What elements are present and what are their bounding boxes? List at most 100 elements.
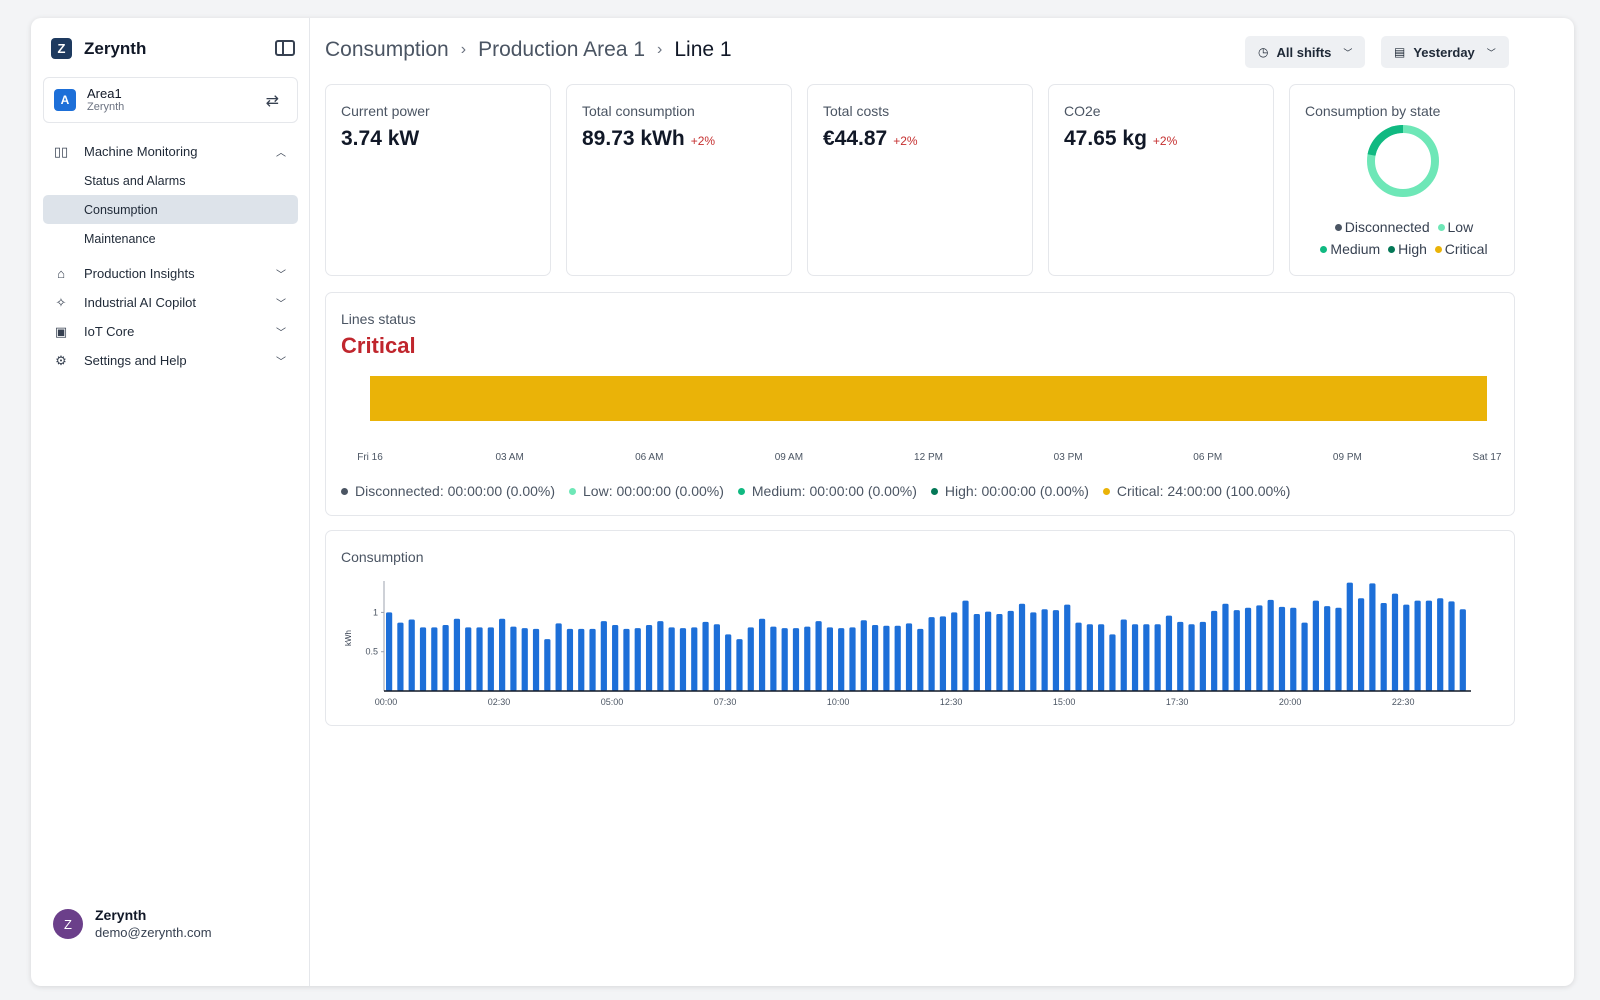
sidebar-item-settings-help[interactable]: ⚙ Settings and Help ﹀: [43, 346, 298, 375]
consumption-bar[interactable]: [928, 617, 935, 691]
consumption-bar[interactable]: [386, 612, 393, 691]
consumption-bar[interactable]: [1414, 600, 1421, 691]
consumption-bar[interactable]: [985, 611, 992, 691]
sidebar-item-status-alarms[interactable]: Status and Alarms: [43, 166, 298, 195]
consumption-bar[interactable]: [758, 618, 766, 691]
sidebar-item-machine-monitoring[interactable]: ▯▯ Machine Monitoring ︿: [43, 137, 298, 166]
consumption-bar[interactable]: [612, 625, 619, 691]
consumption-bar[interactable]: [781, 628, 788, 691]
sidebar-toggle-icon[interactable]: [275, 40, 295, 56]
consumption-bar[interactable]: [747, 627, 754, 691]
consumption-bar[interactable]: [1222, 603, 1229, 691]
consumption-bar[interactable]: [1120, 619, 1127, 692]
consumption-bar[interactable]: [1312, 600, 1319, 691]
consumption-bar[interactable]: [397, 622, 404, 691]
consumption-state-donut[interactable]: [1365, 123, 1441, 199]
consumption-bar[interactable]: [1018, 603, 1026, 691]
sidebar-item-maintenance[interactable]: Maintenance: [43, 224, 298, 253]
sidebar-item-ai-copilot[interactable]: ✧ Industrial AI Copilot ﹀: [43, 288, 298, 317]
consumption-bar[interactable]: [725, 634, 732, 691]
consumption-bar[interactable]: [792, 628, 800, 691]
consumption-bar[interactable]: [1165, 615, 1173, 691]
consumption-bar[interactable]: [566, 628, 574, 691]
consumption-bar[interactable]: [1357, 598, 1365, 691]
consumption-bar[interactable]: [894, 625, 901, 691]
consumption-bar[interactable]: [544, 639, 551, 691]
consumption-bar[interactable]: [849, 627, 856, 691]
consumption-bar[interactable]: [804, 626, 811, 691]
consumption-bar[interactable]: [1109, 634, 1116, 691]
consumption-bar[interactable]: [713, 624, 720, 691]
consumption-bar[interactable]: [736, 639, 743, 691]
consumption-bar[interactable]: [1007, 610, 1014, 691]
consumption-bar[interactable]: [917, 628, 924, 691]
brand[interactable]: Z Zerynth: [51, 38, 146, 59]
consumption-bar[interactable]: [532, 628, 540, 691]
consumption-bar[interactable]: [645, 625, 653, 691]
consumption-bar[interactable]: [1098, 624, 1105, 691]
consumption-bar[interactable]: [1244, 607, 1252, 691]
consumption-bar[interactable]: [1448, 601, 1455, 691]
consumption-bar[interactable]: [1403, 604, 1410, 691]
consumption-bar[interactable]: [905, 623, 913, 691]
consumption-bar[interactable]: [453, 618, 461, 691]
sidebar-item-iot-core[interactable]: ▣ IoT Core ﹀: [43, 317, 298, 346]
consumption-bar[interactable]: [1459, 609, 1466, 691]
consumption-bar[interactable]: [1425, 600, 1433, 691]
consumption-bar[interactable]: [973, 614, 980, 691]
consumption-bar[interactable]: [1391, 593, 1399, 691]
consumption-bar[interactable]: [442, 625, 449, 691]
consumption-bar[interactable]: [1199, 621, 1206, 691]
consumption-bar[interactable]: [1064, 604, 1071, 691]
consumption-bar[interactable]: [1177, 621, 1184, 691]
consumption-bar[interactable]: [1267, 599, 1274, 691]
sidebar-item-consumption[interactable]: Consumption: [43, 195, 298, 224]
consumption-bar[interactable]: [1278, 606, 1286, 691]
consumption-bar[interactable]: [1154, 624, 1161, 691]
consumption-bar[interactable]: [1233, 610, 1240, 691]
consumption-bar[interactable]: [1437, 598, 1444, 691]
breadcrumb-consumption[interactable]: Consumption: [325, 38, 449, 61]
consumption-bar[interactable]: [465, 627, 472, 691]
status-segment-critical[interactable]: [370, 376, 1487, 421]
consumption-bar[interactable]: [476, 627, 483, 691]
switch-arrows-icon[interactable]: ⇄: [265, 93, 279, 110]
breadcrumb-production-area[interactable]: Production Area 1: [478, 38, 646, 61]
consumption-bar[interactable]: [1086, 624, 1093, 691]
consumption-bar[interactable]: [871, 625, 879, 691]
lines-status-timeline[interactable]: [370, 376, 1487, 421]
consumption-bar[interactable]: [883, 625, 890, 691]
consumption-bar[interactable]: [826, 627, 833, 691]
consumption-bar[interactable]: [1301, 622, 1308, 691]
consumption-bar[interactable]: [691, 627, 698, 691]
consumption-bar[interactable]: [679, 628, 687, 691]
consumption-bar[interactable]: [815, 621, 822, 691]
consumption-bar[interactable]: [1256, 605, 1263, 691]
consumption-bar[interactable]: [962, 600, 969, 691]
consumption-bar[interactable]: [1052, 610, 1060, 691]
consumption-bar[interactable]: [838, 628, 845, 691]
consumption-bar[interactable]: [408, 619, 415, 692]
consumption-bar[interactable]: [510, 626, 517, 691]
consumption-bar[interactable]: [555, 623, 562, 691]
consumption-bar[interactable]: [668, 627, 675, 691]
consumption-bar[interactable]: [1380, 603, 1387, 691]
consumption-bar[interactable]: [1131, 624, 1139, 691]
area-switcher[interactable]: A Area1 Zerynth ⇄: [43, 77, 298, 123]
user-profile[interactable]: Z Zerynth demo@zerynth.com: [53, 906, 212, 942]
consumption-bar[interactable]: [1188, 624, 1195, 691]
consumption-bar[interactable]: [951, 612, 958, 691]
consumption-bar[interactable]: [499, 618, 506, 691]
consumption-bar[interactable]: [600, 621, 607, 691]
consumption-bar[interactable]: [860, 620, 867, 691]
consumption-bar[interactable]: [634, 628, 641, 691]
consumption-bar[interactable]: [1143, 624, 1150, 691]
consumption-bar[interactable]: [589, 628, 596, 691]
consumption-bar[interactable]: [1030, 612, 1037, 691]
consumption-bar[interactable]: [1335, 607, 1342, 691]
consumption-bar[interactable]: [419, 627, 427, 691]
consumption-bar[interactable]: [1041, 609, 1048, 691]
consumption-bar[interactable]: [431, 627, 438, 691]
consumption-bar[interactable]: [939, 616, 947, 691]
consumption-bar[interactable]: [578, 628, 585, 691]
